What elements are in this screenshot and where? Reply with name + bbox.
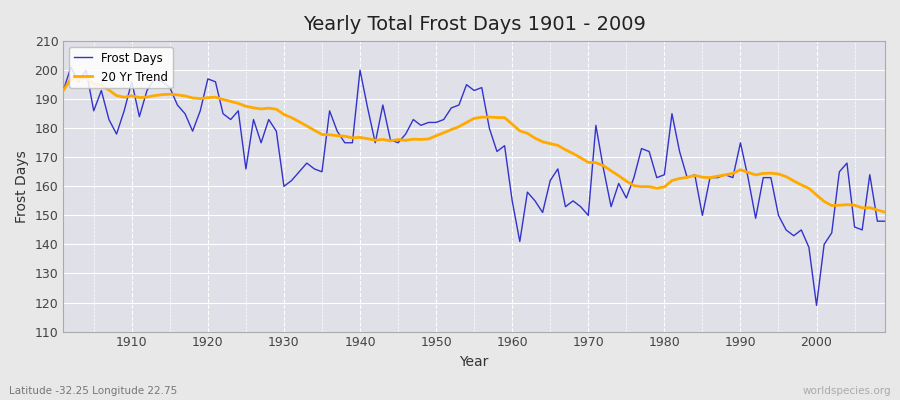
Frost Days bbox=[879, 219, 890, 224]
Line: Frost Days: Frost Days bbox=[63, 67, 885, 306]
20 Yr Trend bbox=[515, 128, 526, 133]
20 Yr Trend bbox=[507, 122, 517, 126]
Frost Days bbox=[126, 79, 137, 84]
Frost Days bbox=[66, 65, 77, 70]
Frost Days bbox=[293, 170, 304, 174]
Y-axis label: Frost Days: Frost Days bbox=[15, 150, 29, 223]
X-axis label: Year: Year bbox=[460, 355, 489, 369]
20 Yr Trend bbox=[293, 119, 304, 124]
20 Yr Trend bbox=[879, 210, 890, 214]
Legend: Frost Days, 20 Yr Trend: Frost Days, 20 Yr Trend bbox=[69, 47, 173, 88]
Frost Days bbox=[507, 198, 517, 203]
Text: worldspecies.org: worldspecies.org bbox=[803, 386, 891, 396]
Frost Days bbox=[58, 88, 68, 93]
20 Yr Trend bbox=[58, 88, 68, 93]
Line: 20 Yr Trend: 20 Yr Trend bbox=[63, 78, 885, 212]
Frost Days bbox=[606, 204, 616, 209]
Frost Days bbox=[339, 140, 350, 145]
20 Yr Trend bbox=[126, 93, 137, 98]
Title: Yearly Total Frost Days 1901 - 2009: Yearly Total Frost Days 1901 - 2009 bbox=[302, 15, 645, 34]
20 Yr Trend bbox=[339, 134, 350, 139]
Text: Latitude -32.25 Longitude 22.75: Latitude -32.25 Longitude 22.75 bbox=[9, 386, 177, 396]
Frost Days bbox=[811, 303, 822, 308]
20 Yr Trend bbox=[81, 75, 92, 80]
Frost Days bbox=[515, 239, 526, 244]
20 Yr Trend bbox=[606, 168, 616, 173]
